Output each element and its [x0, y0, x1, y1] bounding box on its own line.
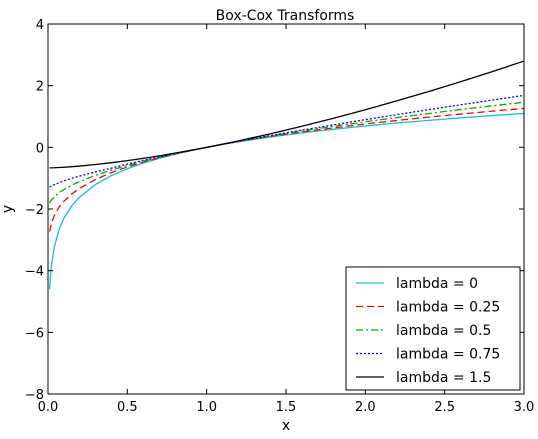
x-tick-label: 3.0	[514, 400, 535, 415]
legend: lambda = 0 lambda = 0.25 lambda = 0.5 lambd…	[345, 266, 521, 391]
y-tick-label: −6	[25, 326, 44, 341]
x-tick-label: 0.0	[38, 400, 59, 415]
y-tick-label: 2	[36, 80, 44, 95]
axes-border	[47, 23, 525, 395]
y-tick-label: 0	[36, 141, 44, 156]
chart-title: Box-Cox Transforms	[216, 8, 355, 24]
plot-area: 0.0 0.5 1.0 1.5 2.0 2.5 3.0 −8 −6 −4 −2 0 2 4	[25, 18, 535, 415]
legend-label-4: lambda = 1.5	[396, 370, 491, 386]
y-tick-label: −2	[25, 203, 44, 218]
x-tick-label: 0.5	[117, 400, 138, 415]
legend-frame	[345, 266, 521, 391]
series-layer	[48, 60, 525, 290]
x-tick-label: 2.5	[434, 400, 455, 415]
y-tick-label: 4	[36, 18, 44, 33]
x-tick-label: 1.5	[276, 400, 297, 415]
legend-label-0: lambda = 0	[396, 276, 478, 292]
legend-label-2: lambda = 0.5	[396, 323, 491, 339]
series-line-3	[49, 94, 525, 188]
y-axis-label: y	[0, 205, 16, 213]
y-tick-label: −8	[25, 388, 44, 403]
series-line-1	[48, 107, 525, 232]
series-line-2	[49, 101, 525, 204]
legend-label-3: lambda = 0.75	[396, 347, 500, 363]
series-line-4	[49, 60, 525, 169]
tick-layer: 0.0 0.5 1.0 1.5 2.0 2.5 3.0 −8 −6 −4 −2 0 2 4	[25, 18, 535, 415]
x-tick-label: 2.0	[355, 400, 376, 415]
y-tick-label: −4	[25, 265, 44, 280]
legend-label-1: lambda = 0.25	[396, 300, 500, 316]
x-tick-label: 1.0	[196, 400, 217, 415]
x-axis-label: x	[282, 418, 290, 434]
